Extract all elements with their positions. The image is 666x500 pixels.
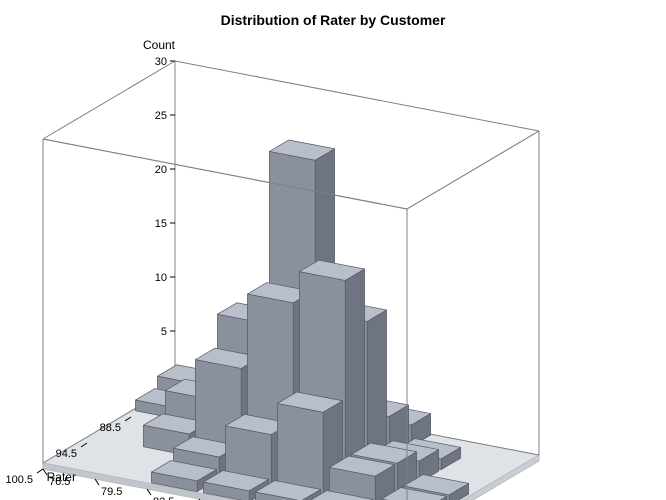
svg-text:Count: Count (143, 38, 176, 52)
svg-text:5: 5 (161, 326, 167, 338)
svg-text:30: 30 (155, 56, 167, 68)
svg-text:79.5: 79.5 (101, 486, 122, 498)
svg-text:15: 15 (155, 218, 167, 230)
chart-container: Distribution of Rater by Customer 051015… (0, 0, 666, 500)
svg-text:20: 20 (155, 164, 167, 176)
svg-text:25: 25 (155, 110, 167, 122)
svg-text:10: 10 (155, 272, 167, 284)
svg-text:100.5: 100.5 (5, 474, 33, 486)
svg-text:94.5: 94.5 (56, 448, 77, 460)
svg-text:88.5: 88.5 (100, 422, 121, 434)
svg-text:82.5: 82.5 (153, 496, 174, 500)
svg-text:Rater: Rater (47, 470, 76, 484)
chart-svg: 051015202530Count76.579.582.585.588.591.… (0, 0, 666, 500)
